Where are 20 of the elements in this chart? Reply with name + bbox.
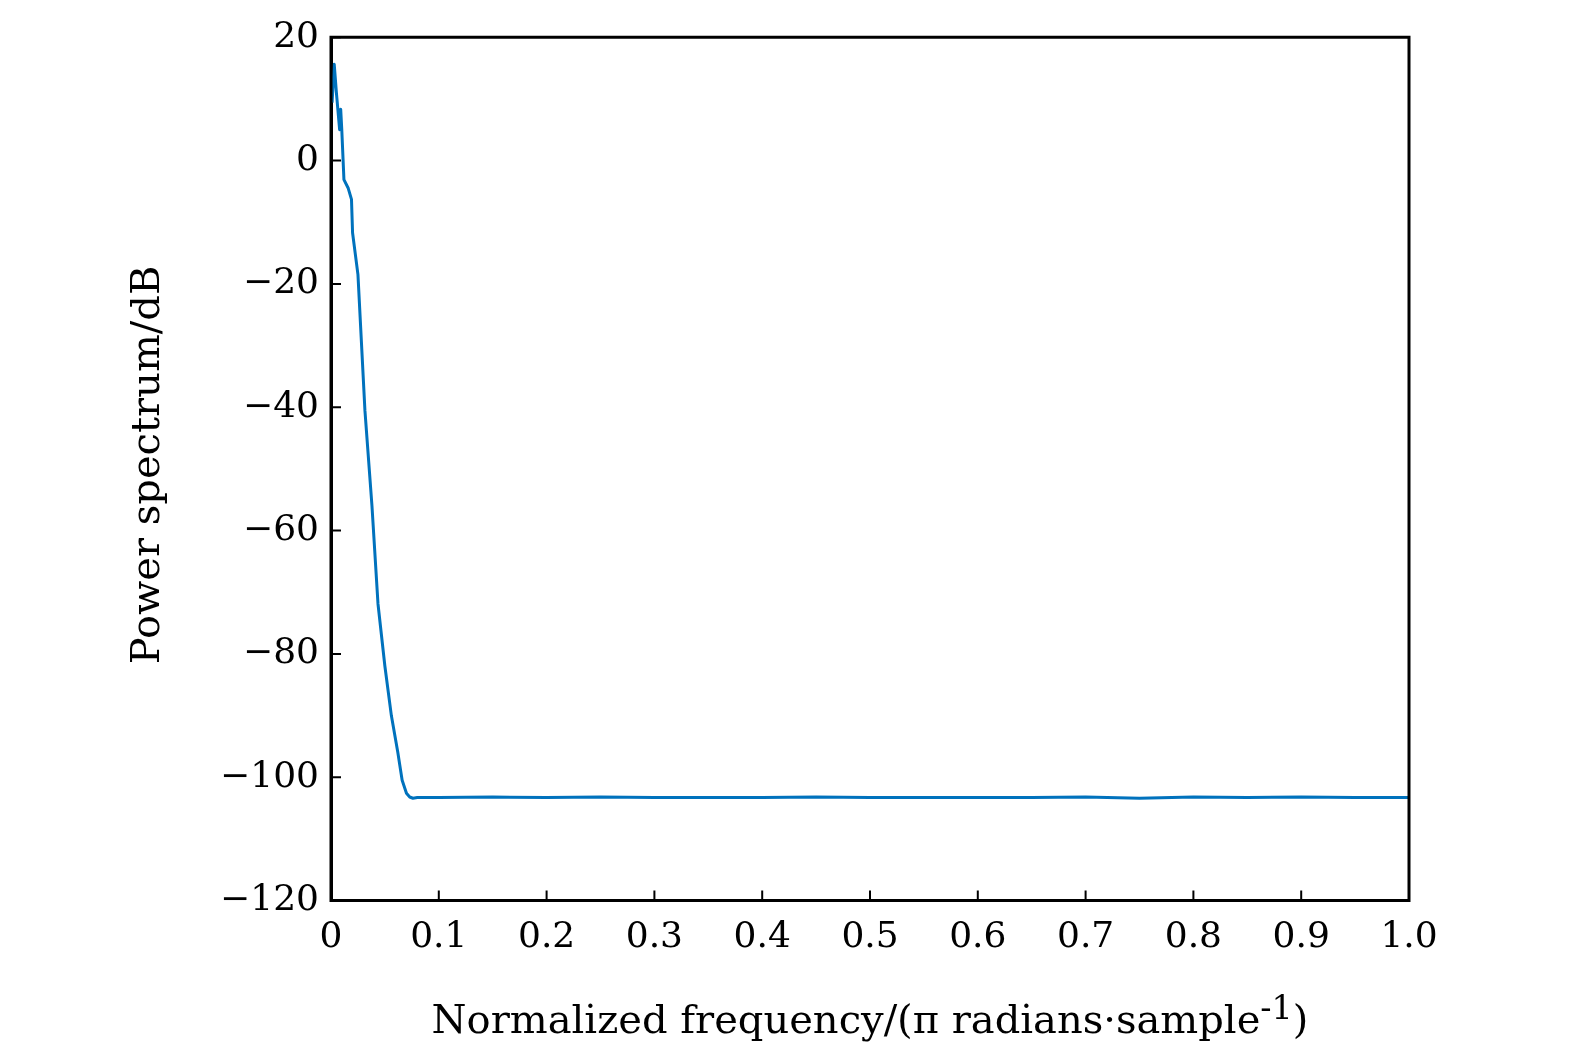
x-tick-label: 1.0 — [1380, 914, 1438, 956]
y-tick-label: 20 — [273, 13, 319, 55]
x-tick-label: 0.4 — [733, 914, 791, 956]
y-tick-label: −20 — [243, 260, 319, 302]
x-tick-label: 0.2 — [517, 914, 576, 956]
y-tick-label: 0 — [296, 136, 319, 178]
y-axis-title: Power spectrum/dB — [122, 265, 168, 665]
x-axis-title: Normalized frequency/(π radians·sample$^{-1}$) — [430, 988, 1310, 1043]
x-tick-label: 0.5 — [841, 914, 899, 956]
y-tick-label: −120 — [220, 876, 319, 918]
x-tick-label: 0.8 — [1164, 914, 1223, 956]
x-tick-label: 0.3 — [625, 914, 684, 956]
x-tick-label: 0.7 — [1056, 914, 1115, 956]
y-tick-label: −40 — [243, 383, 319, 425]
x-tick-label: 0.9 — [1272, 914, 1330, 956]
y-tick-label: −100 — [220, 753, 319, 795]
x-tick-label: 0.6 — [949, 914, 1007, 956]
x-tick-label: 0.1 — [410, 914, 468, 956]
y-tick-label: −80 — [243, 630, 319, 672]
y-tick-label: −60 — [243, 506, 319, 548]
